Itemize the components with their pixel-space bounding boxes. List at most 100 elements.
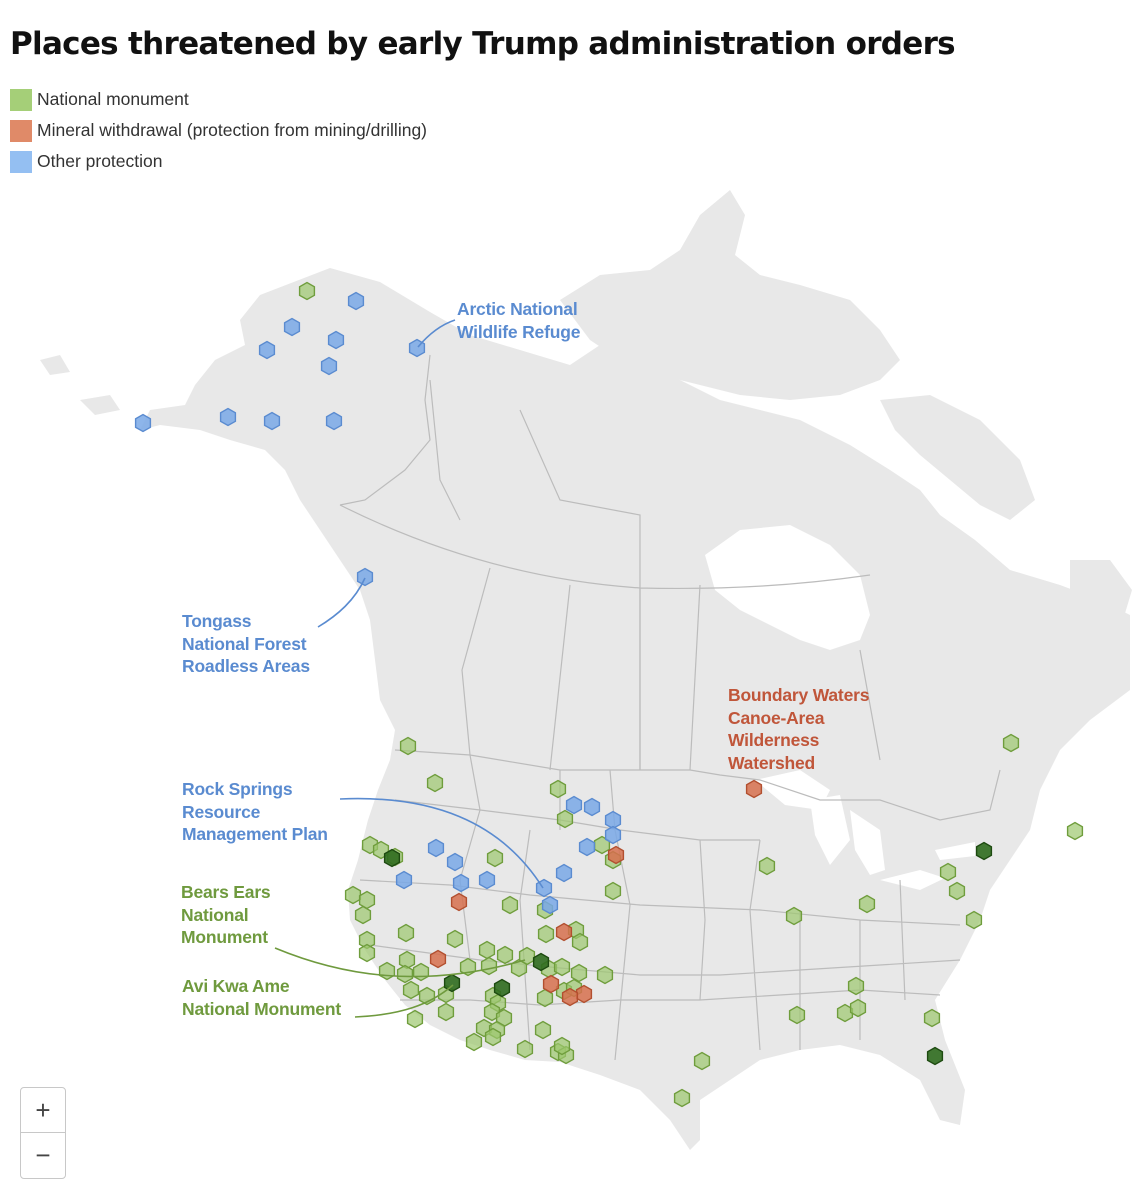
baffin-island: [880, 395, 1035, 520]
national-monument-marker[interactable]: [486, 848, 504, 868]
national-monument-marker[interactable]: [858, 894, 876, 914]
other-protection-marker[interactable]: [452, 873, 470, 893]
national-monument-marker[interactable]: [478, 940, 496, 960]
national-monument-marker[interactable]: [397, 923, 415, 943]
national-monument-marker[interactable]: [923, 1008, 941, 1028]
mineral-withdrawal-marker[interactable]: [555, 922, 573, 942]
rock-springs-callout-line: [339, 797, 544, 889]
national-monument-marker[interactable]: [939, 862, 957, 882]
national-monument-overlap-marker[interactable]: [926, 1046, 944, 1066]
mineral-withdrawal-marker[interactable]: [450, 892, 468, 912]
other-protection-marker[interactable]: [325, 411, 343, 431]
national-monument-marker[interactable]: [516, 1039, 534, 1059]
national-monument-marker[interactable]: [549, 779, 567, 799]
national-monument-marker[interactable]: [847, 976, 865, 996]
callout-lines: [274, 319, 544, 1018]
national-monument-marker[interactable]: [378, 961, 396, 981]
national-monument-overlap-marker[interactable]: [383, 848, 401, 868]
national-monument-marker[interactable]: [758, 856, 776, 876]
national-monument-marker[interactable]: [426, 773, 444, 793]
other-protection-marker[interactable]: [565, 795, 583, 815]
us-canada-border: [394, 749, 1001, 821]
mineral-withdrawal-marker[interactable]: [607, 845, 625, 865]
national-monument-marker[interactable]: [402, 980, 420, 1000]
mineral-withdrawal-marker[interactable]: [561, 987, 579, 1007]
other-protection-marker[interactable]: [258, 340, 276, 360]
national-monument-overlap-marker[interactable]: [443, 973, 461, 993]
national-monument-marker[interactable]: [465, 1032, 483, 1052]
national-monument-marker[interactable]: [396, 964, 414, 984]
other-protection-marker[interactable]: [578, 837, 596, 857]
national-monument-marker[interactable]: [354, 905, 372, 925]
national-monument-marker[interactable]: [536, 988, 554, 1008]
other-protection-marker[interactable]: [583, 797, 601, 817]
national-monument-marker[interactable]: [693, 1051, 711, 1071]
national-monument-marker[interactable]: [534, 1020, 552, 1040]
mineral-withdrawal-marker[interactable]: [429, 949, 447, 969]
mineral-withdrawal-marker[interactable]: [575, 984, 593, 1004]
national-monument-marker[interactable]: [496, 945, 514, 965]
mineral-withdrawal-marker[interactable]: [745, 779, 763, 799]
bears-ears-label: Bears Ears National Monument: [181, 882, 271, 947]
national-monument-marker[interactable]: [571, 932, 589, 952]
land-layer: [40, 190, 1132, 1150]
national-monument-marker[interactable]: [1066, 821, 1084, 841]
other-protection-marker[interactable]: [446, 852, 464, 872]
national-monument-marker[interactable]: [518, 946, 536, 966]
national-monument-marker[interactable]: [537, 924, 555, 944]
map-canvas[interactable]: [0, 180, 1136, 1172]
other-protection-marker[interactable]: [356, 567, 374, 587]
national-monument-marker[interactable]: [483, 1002, 501, 1022]
national-monument-marker[interactable]: [501, 895, 519, 915]
mineral-withdrawal-marker[interactable]: [542, 974, 560, 994]
national-monument-marker[interactable]: [553, 1036, 571, 1056]
other-protection-marker[interactable]: [395, 870, 413, 890]
national-monument-marker[interactable]: [596, 965, 614, 985]
national-monument-overlap-marker[interactable]: [975, 841, 993, 861]
national-monument-marker[interactable]: [948, 881, 966, 901]
legend-item-national-monument: National monument: [10, 84, 427, 115]
national-monument-marker[interactable]: [1002, 733, 1020, 753]
other-protection-marker[interactable]: [219, 407, 237, 427]
national-monument-marker[interactable]: [446, 929, 464, 949]
national-monument-overlap-marker[interactable]: [532, 952, 550, 972]
national-monument-marker[interactable]: [849, 998, 867, 1018]
national-monument-marker[interactable]: [480, 956, 498, 976]
national-monument-marker[interactable]: [358, 943, 376, 963]
other-protection-marker[interactable]: [478, 870, 496, 890]
other-protection-marker[interactable]: [541, 895, 559, 915]
zoom-in-button[interactable]: +: [35, 1094, 51, 1125]
other-protection-marker[interactable]: [327, 330, 345, 350]
zoom-out-button[interactable]: −: [21, 1132, 65, 1177]
national-monument-marker[interactable]: [788, 1005, 806, 1025]
zoom-control: + −: [20, 1087, 66, 1179]
north-america-landmass: [140, 268, 1130, 1150]
national-monument-marker[interactable]: [570, 963, 588, 983]
other-protection-marker[interactable]: [283, 317, 301, 337]
national-monument-marker[interactable]: [785, 906, 803, 926]
national-monument-marker[interactable]: [399, 736, 417, 756]
other-protection-marker[interactable]: [604, 825, 622, 845]
national-monument-marker[interactable]: [484, 1027, 502, 1047]
national-monument-marker[interactable]: [965, 910, 983, 930]
national-monument-marker[interactable]: [604, 881, 622, 901]
national-monument-marker[interactable]: [358, 890, 376, 910]
other-protection-marker[interactable]: [427, 838, 445, 858]
national-monument-marker[interactable]: [344, 885, 362, 905]
national-monument-marker[interactable]: [406, 1009, 424, 1029]
national-monument-marker[interactable]: [553, 957, 571, 977]
other-protection-marker[interactable]: [263, 411, 281, 431]
national-monument-marker[interactable]: [673, 1088, 691, 1108]
other-protection-marker[interactable]: [320, 356, 338, 376]
national-monument-marker[interactable]: [437, 1002, 455, 1022]
other-protection-marker[interactable]: [134, 413, 152, 433]
other-protection-marker[interactable]: [555, 863, 573, 883]
newfoundland: [1070, 560, 1132, 640]
other-protection-marker[interactable]: [347, 291, 365, 311]
national-monument-overlap-marker[interactable]: [493, 978, 511, 998]
avi-kwa-ame-label: Avi Kwa Ame National Monument: [182, 976, 341, 1019]
national-monument-marker[interactable]: [556, 809, 574, 829]
site-markers[interactable]: [134, 281, 1084, 1108]
national-monument-marker[interactable]: [298, 281, 316, 301]
national-monument-marker[interactable]: [412, 962, 430, 982]
